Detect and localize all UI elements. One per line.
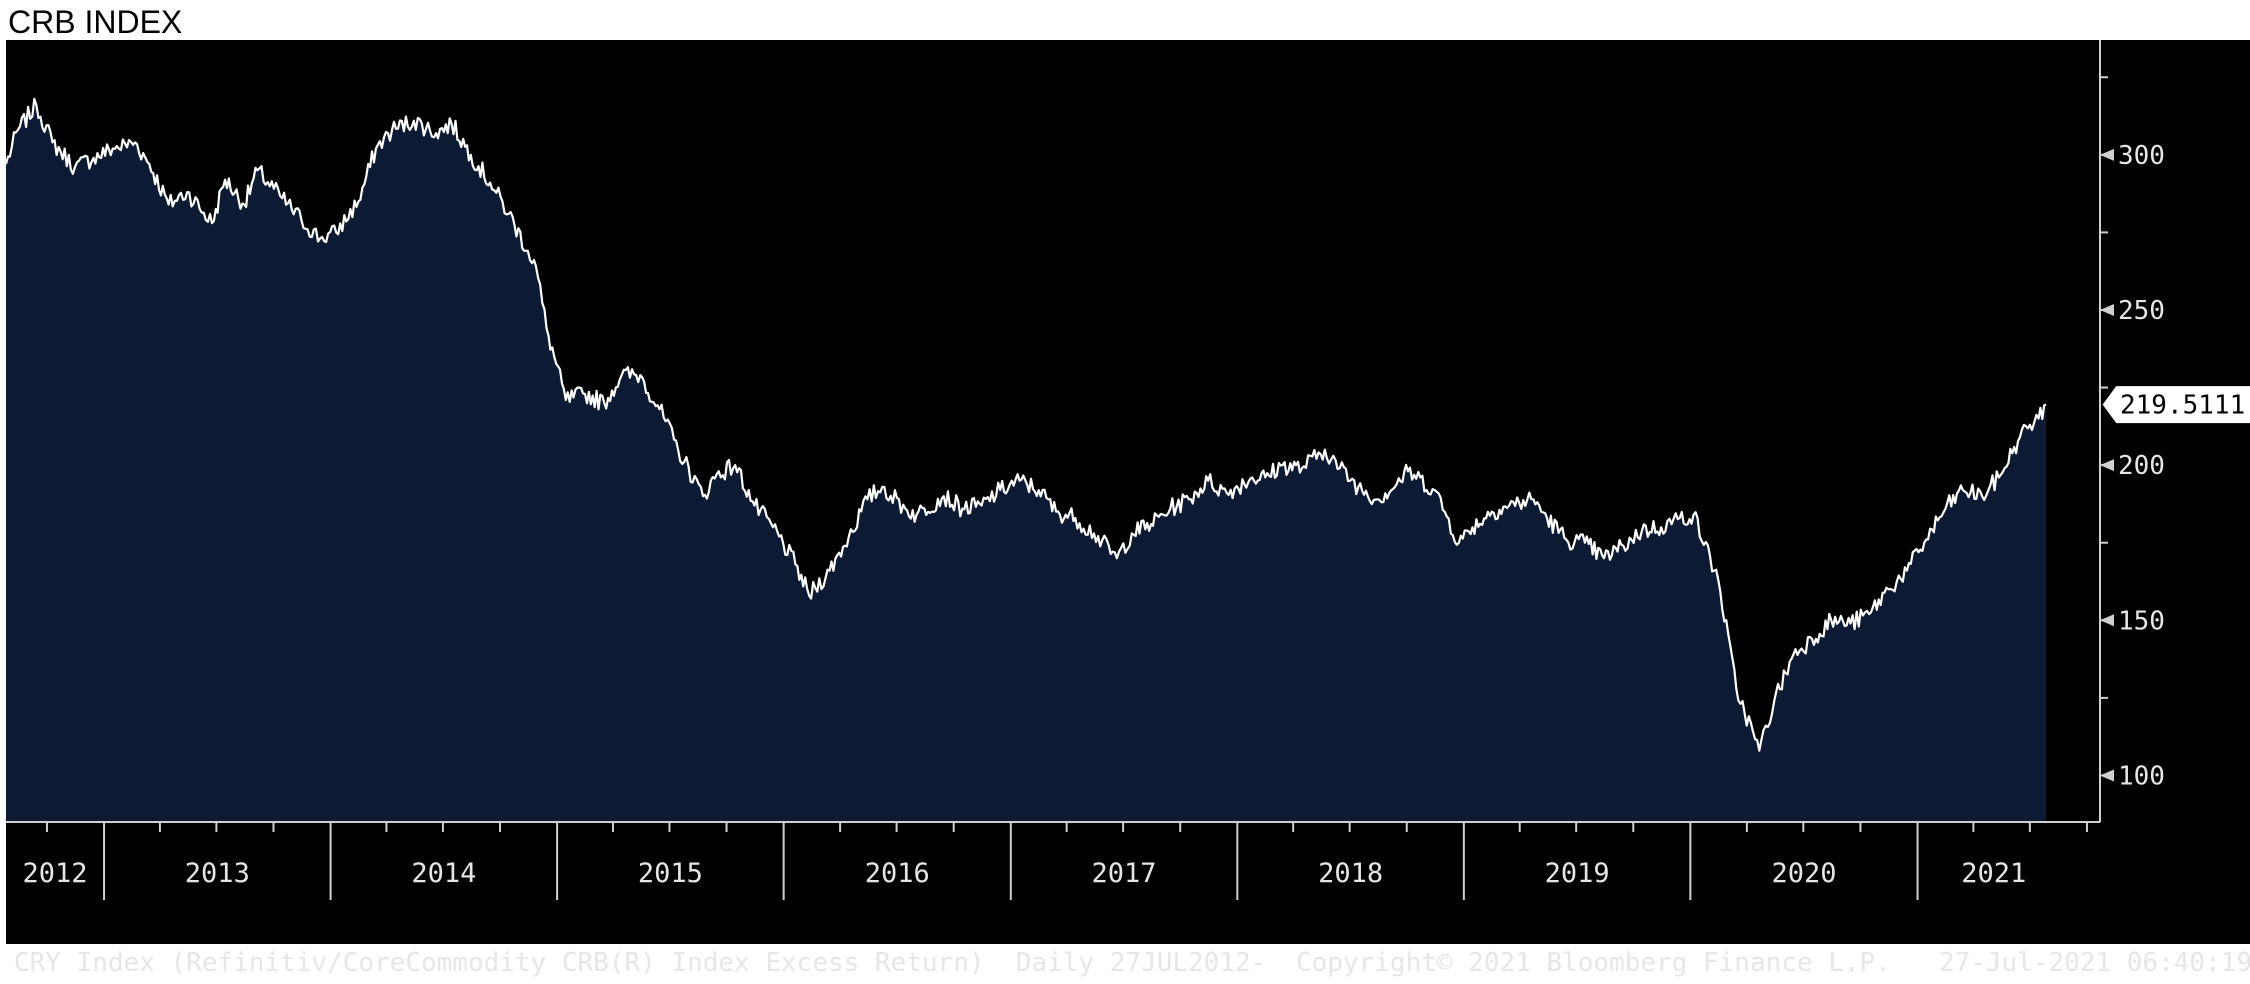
y-tick-arrow [2100,614,2114,627]
x-tick-label: 2019 [1545,858,1610,889]
x-tick-label: 2016 [865,858,930,889]
x-tick-label: 2013 [185,858,250,889]
last-value-layer: 219.5111 [2101,385,2250,425]
x-axis-ticks: 2012 2013 2014 2015 2016 2017 2018 2019 2020 2021 [23,822,2088,900]
chart-plot: 2012 2013 2014 2015 2016 2017 2018 2019 2020 2021… [6,40,2250,900]
y-tick-arrow [2100,459,2114,472]
y-tick-label: 250 [2118,296,2165,326]
chart-title: CRB INDEX [8,4,183,40]
x-tick-label: 2015 [638,858,703,889]
y-tick-label: 200 [2118,451,2165,481]
last-value-flag [2101,385,2250,425]
series-line-layer [6,97,2047,752]
area-fill-layer [6,98,2046,823]
series-line [6,97,2047,752]
y-tick-label: 300 [2118,141,2165,171]
y-axis-ticks: 100 150 200 250 300 [2100,76,2165,791]
x-tick-label: 2021 [1961,858,2026,889]
x-tick-label: 2012 [23,858,88,889]
chart-footer: CRY Index (Refinitiv/CoreCommodity CRB(R… [12,944,2250,984]
area-fill [6,98,2046,823]
y-tick-arrow [2100,769,2114,782]
x-tick-label: 2014 [411,858,476,889]
last-value-label: 219.5111 [2120,391,2245,421]
timestamp-text: 27-Jul-2021 06:40:19 [1938,948,2250,978]
x-tick-label: 2018 [1318,858,1383,889]
y-tick-arrow [2100,148,2114,161]
y-tick-label: 150 [2118,606,2165,636]
y-tick-label: 100 [2118,761,2165,791]
axes-layer [6,40,2101,823]
series-description: CRY Index (Refinitiv/CoreCommodity CRB(R… [14,948,1267,978]
x-tick-label: 2017 [1092,858,1157,889]
y-tick-arrow [2100,303,2114,316]
chart-panel: 2012 2013 2014 2015 2016 2017 2018 2019 2020 2021… [6,40,2250,978]
x-tick-label: 2020 [1771,858,1836,889]
copyright-text: Copyright© 2021 Bloomberg Finance L.P. [1296,948,1891,978]
